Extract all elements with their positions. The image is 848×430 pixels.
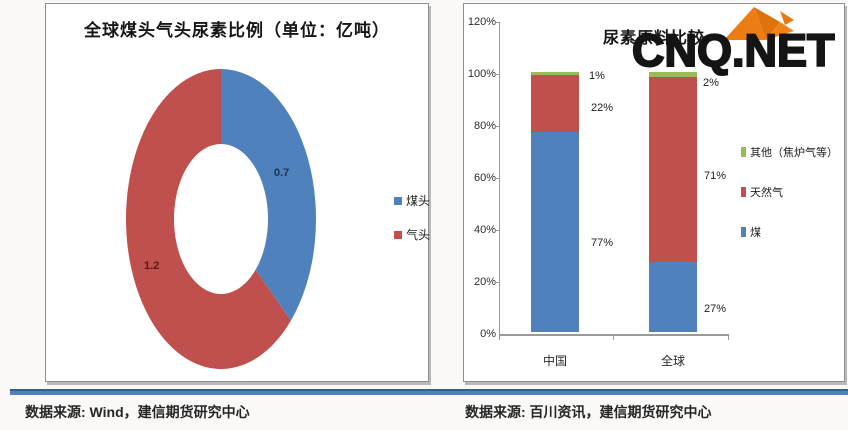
x-category-global: 全球 — [660, 354, 685, 368]
legend-label: 天然气 — [750, 187, 783, 199]
coal-swatch-icon — [741, 227, 746, 237]
donut-value-coal: 0.7 — [274, 167, 290, 179]
legend-label: 煤头 — [406, 194, 431, 208]
y-tickmark — [495, 178, 499, 179]
donut-legend: 煤头 气头 — [394, 192, 430, 260]
y-tick-label: 40% — [473, 224, 496, 236]
natural-gas-swatch-icon — [741, 187, 746, 197]
stacked-bar-china — [531, 20, 579, 332]
legend-item-other: 其他（焦炉气等） — [741, 144, 838, 160]
y-tick-label: 20% — [473, 276, 496, 288]
bar-segment-煤 — [649, 261, 697, 332]
bar-chart-legend: 其他（焦炉气等） 天然气 煤 — [741, 144, 838, 264]
donut-value-gas: 1.2 — [144, 260, 160, 272]
y-tick-label: 80% — [473, 120, 496, 132]
bar-segment-煤 — [531, 131, 579, 332]
other-swatch-icon — [741, 147, 746, 157]
y-tickmark — [495, 230, 499, 231]
y-tick-label: 60% — [473, 172, 496, 184]
y-tickmark — [495, 282, 499, 283]
y-tick-label: 100% — [467, 68, 496, 80]
value-label-china-coal: 77% — [591, 237, 614, 249]
source-note-right: 数据来源: 百川资讯，建信期货研究中心 — [465, 404, 712, 420]
stacked-bar-global — [649, 20, 697, 332]
x-axis — [499, 334, 729, 336]
donut-chart-panel: 全球煤头气头尿素比例（单位：亿吨） 0.7 1.2 煤头 气头 — [45, 3, 430, 382]
bar-segment-其他（焦炉气等） — [531, 72, 579, 75]
donut-chart-title: 全球煤头气头尿素比例（单位：亿吨） — [84, 21, 390, 40]
x-tickmark — [613, 336, 614, 340]
legend-label: 其他（焦炉气等） — [750, 147, 838, 159]
coal-head-swatch-icon — [394, 196, 402, 205]
donut-slice-气头 — [125, 69, 291, 369]
y-tick-label: 120% — [467, 16, 496, 28]
cnq-logo-icon — [724, 7, 794, 40]
x-tickmark — [728, 336, 729, 340]
legend-label: 气头 — [406, 228, 431, 242]
value-label-global-gas: 71% — [704, 170, 727, 182]
legend-label: 煤 — [750, 227, 761, 239]
x-category-china: 中国 — [542, 354, 567, 368]
bar-segment-天然气 — [531, 74, 579, 132]
value-label-global-other: 2% — [703, 77, 719, 89]
bar-chart-title: 尿素原料比较 — [602, 30, 705, 47]
value-label-global-coal: 27% — [704, 303, 727, 315]
bar-segment-其他（焦炉气等） — [649, 72, 697, 78]
legend-item-natural-gas: 天然气 — [741, 184, 838, 200]
bar-chart-panel: 尿素原料比较 120% 100% 80% 60% 40% 20% 0% 中国 全… — [463, 3, 845, 382]
value-label-china-gas: 22% — [591, 102, 614, 114]
y-axis — [499, 22, 500, 335]
y-tickmark — [495, 126, 499, 127]
x-tickmark — [499, 336, 500, 340]
donut-slice-煤头 — [221, 69, 316, 321]
y-tick-label: 0% — [480, 328, 496, 340]
cnq-watermark: CNQ.NET — [630, 0, 848, 84]
cnq-watermark-text: CNQ.NET — [631, 25, 835, 76]
legend-item-coal-head: 煤头 — [394, 192, 430, 209]
y-tickmark — [495, 22, 499, 23]
legend-item-coal: 煤 — [741, 224, 838, 240]
source-note-left: 数据来源: Wind，建信期货研究中心 — [25, 404, 250, 420]
divider-rule — [10, 389, 848, 395]
y-tickmark — [495, 74, 499, 75]
bar-segment-天然气 — [649, 77, 697, 262]
value-label-china-other: 1% — [589, 70, 605, 82]
donut-chart — [125, 69, 316, 369]
legend-item-gas-head: 气头 — [394, 226, 430, 243]
gas-head-swatch-icon — [394, 230, 402, 239]
